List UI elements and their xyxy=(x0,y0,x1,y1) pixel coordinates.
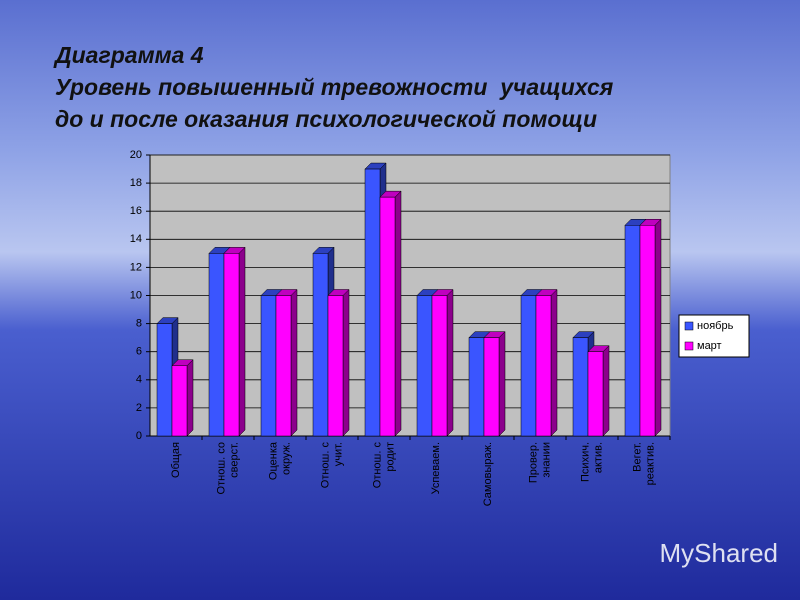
bar-side xyxy=(654,218,662,437)
bar xyxy=(520,295,537,437)
y-tick-label: 12 xyxy=(130,261,142,273)
x-tick-label: Отнош. сучит. xyxy=(319,442,344,489)
y-tick-label: 0 xyxy=(136,430,142,442)
y-tick-label: 20 xyxy=(130,149,142,161)
bar xyxy=(156,323,173,437)
x-tick-label: Отнош. сосверст. xyxy=(215,442,240,494)
bar-side xyxy=(446,288,454,437)
bar-side xyxy=(394,190,402,437)
bar xyxy=(468,337,485,437)
bar xyxy=(639,225,656,437)
bar xyxy=(208,253,225,437)
legend-label: март xyxy=(697,340,722,352)
bar-side xyxy=(342,288,350,437)
x-tick-label: Успеваем. xyxy=(430,442,442,494)
bar-side xyxy=(550,288,558,437)
bar xyxy=(416,295,433,437)
bar xyxy=(364,168,381,437)
y-tick-label: 10 xyxy=(130,289,142,301)
x-tick-label: Отнош. сродит xyxy=(371,442,396,489)
bar-side xyxy=(498,331,506,437)
bar xyxy=(260,295,277,437)
bar-side xyxy=(186,359,194,437)
watermark: MyShared xyxy=(660,538,779,568)
bar xyxy=(379,196,396,437)
bar xyxy=(535,295,552,437)
bar-side xyxy=(602,345,610,437)
bar xyxy=(483,337,500,437)
x-tick-label: Оценкаокруж. xyxy=(267,441,292,480)
bar xyxy=(431,295,448,437)
chart-title: Уровень повышенный тревожности учащихся xyxy=(55,74,614,100)
chart-title: Диаграмма 4 xyxy=(53,42,204,68)
bar xyxy=(572,337,589,437)
legend-label: ноябрь xyxy=(697,320,734,332)
y-tick-label: 18 xyxy=(130,177,142,189)
y-tick-label: 6 xyxy=(136,346,142,358)
legend-swatch xyxy=(684,321,694,331)
x-tick-label: Самовыраж. xyxy=(482,442,494,506)
bar xyxy=(275,295,292,437)
bar-side xyxy=(290,288,298,437)
bar xyxy=(624,225,641,437)
y-tick-label: 16 xyxy=(130,205,142,217)
y-tick-label: 14 xyxy=(130,233,142,245)
bar xyxy=(171,365,188,437)
x-tick-label: Провер.знании xyxy=(527,442,552,483)
y-tick-label: 8 xyxy=(136,318,142,330)
chart-title: до и после оказания психологической помо… xyxy=(55,106,597,132)
x-tick-label: Общая xyxy=(170,442,182,478)
bar xyxy=(327,295,344,437)
legend-swatch xyxy=(684,341,694,351)
y-tick-label: 4 xyxy=(136,374,142,386)
y-tick-label: 2 xyxy=(136,402,142,414)
bar-side xyxy=(238,246,246,437)
x-tick-label: Вегет.реактив. xyxy=(631,442,656,485)
bar xyxy=(223,253,240,437)
x-tick-label: Психич.актив. xyxy=(579,442,604,482)
bar xyxy=(587,351,604,437)
bar xyxy=(312,253,329,437)
